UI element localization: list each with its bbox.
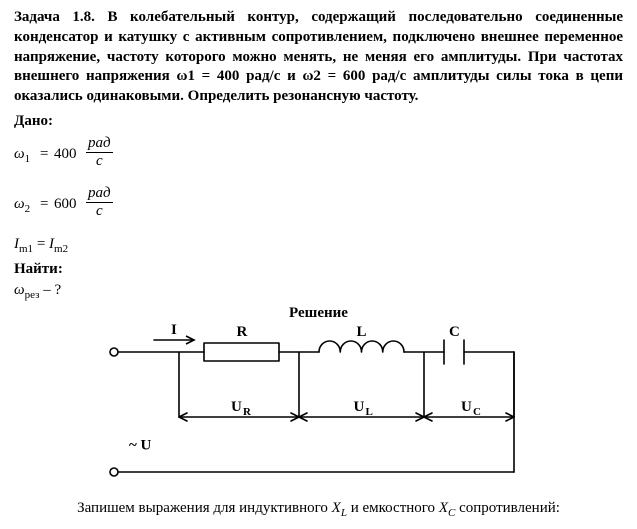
omega1-unit-top: рад (86, 136, 113, 151)
find-sym: ω (14, 282, 25, 298)
given-Im: Im1 = Im2 (14, 236, 623, 255)
svg-text:I: I (171, 322, 177, 338)
omega2-sub: 2 (25, 203, 31, 215)
Im-rhs-sub: m2 (54, 243, 68, 255)
omega2-sym: ω (14, 196, 25, 212)
footer-sentence: Запишем выражения для индуктивного XL и … (14, 500, 623, 519)
omega1-sub: 1 (25, 153, 31, 165)
given-label: Дано: (14, 113, 623, 130)
circuit-svg: URULUCIRLC~ U (84, 322, 554, 492)
omega2-eq: = (40, 196, 48, 213)
svg-text:U: U (231, 399, 242, 415)
XC-sub: C (448, 507, 455, 519)
omega1-sym: ω (14, 146, 25, 162)
find-sub: рез (25, 289, 40, 301)
find-label: Найти: (14, 261, 623, 278)
svg-text:L: L (356, 324, 366, 340)
omega2-unit-top: рад (86, 186, 113, 201)
omega1-unit-bot: с (86, 154, 113, 169)
svg-text:R: R (236, 324, 247, 340)
find-line: ωрез – ? (14, 282, 623, 301)
given-block: ω1 = 400 рад с ω2 = 600 рад с Im1 = Im2 (14, 136, 623, 255)
given-omega2: ω2 = 600 рад с (14, 186, 623, 226)
svg-text:U: U (353, 399, 364, 415)
find-tail: – ? (39, 282, 61, 298)
omega1-eq: = (40, 146, 48, 163)
Im-lhs-sub: m1 (19, 243, 33, 255)
Im-eq: = (37, 236, 45, 252)
omega2-val: 600 (54, 196, 77, 213)
solution-label: Решение (14, 305, 623, 322)
given-omega1: ω1 = 400 рад с (14, 136, 623, 176)
svg-text:L: L (365, 406, 372, 418)
circuit-diagram: URULUCIRLC~ U (14, 322, 623, 492)
problem-number: Задача 1.8. (14, 9, 107, 25)
omega1-val: 400 (54, 146, 77, 163)
svg-text:C: C (449, 324, 460, 340)
omega2-unit-bot: с (86, 204, 113, 219)
svg-text:C: C (473, 406, 481, 418)
svg-text:R: R (243, 406, 252, 418)
problem-statement: Задача 1.8. В колебательный контур, соде… (14, 8, 623, 107)
svg-text:~ U: ~ U (129, 437, 152, 453)
svg-text:U: U (461, 399, 472, 415)
